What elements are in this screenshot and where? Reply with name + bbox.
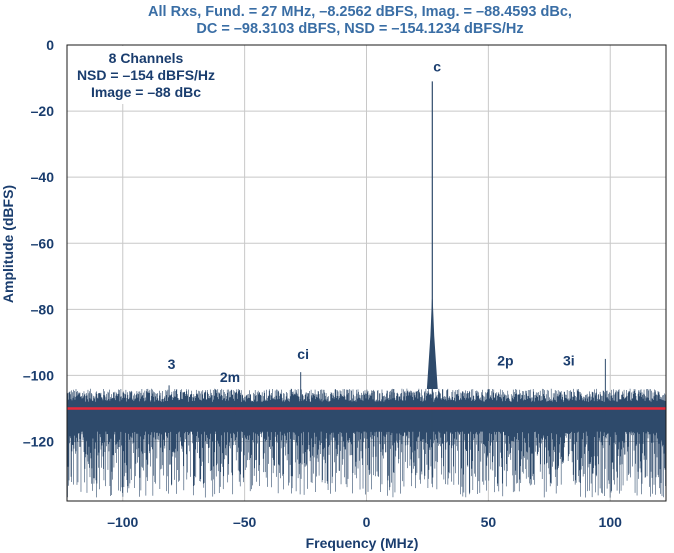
info-box-line1: 8 Channels [109,50,184,66]
annotation-3: 3 [168,356,176,372]
annotation-3i: 3i [563,353,575,369]
y-tick-label: –80 [31,301,55,317]
y-tick-label: –40 [31,169,55,185]
y-tick-label: 0 [46,37,54,53]
x-tick-label: 0 [363,514,371,530]
y-axis-label: Amplitude (dBFS) [0,185,16,303]
annotation-ci: ci [297,346,309,362]
annotation-2p: 2p [497,353,513,369]
info-box: 8 Channels NSD = –154 dBFS/Hz Image = –8… [68,46,228,104]
y-tick-label: –20 [31,103,55,119]
y-tick-label: –120 [23,434,54,450]
chart-title-line2: DC = –98.3103 dBFS, NSD = –154.1234 dBFS… [196,21,523,37]
y-tick-label: –60 [31,235,55,251]
x-tick-label: 50 [481,514,497,530]
grid-lines [67,45,666,501]
info-box-background [68,46,228,104]
x-tick-label: –50 [233,514,257,530]
x-tick-label: 100 [599,514,623,530]
plot-frame [66,44,667,502]
x-axis-ticks: –100 –50 0 50 100 [107,514,622,530]
info-box-line2: NSD = –154 dBFS/Hz [77,67,215,83]
y-axis-ticks: 0 –20 –40 –60 –80 –100 –120 [23,37,54,450]
x-tick-label: –100 [107,514,138,530]
annotation-2m: 2m [220,369,240,385]
spur-annotations: c 3 2m ci 2p 3i [168,58,575,385]
y-tick-label: –100 [23,367,54,383]
annotation-c: c [433,58,441,74]
chart-title-line1: All Rxs, Fund. = 27 MHz, –8.2562 dBFS, I… [148,4,572,20]
x-axis-label: Frequency (MHz) [306,535,419,551]
info-box-line3: Image = –88 dBc [91,84,201,100]
